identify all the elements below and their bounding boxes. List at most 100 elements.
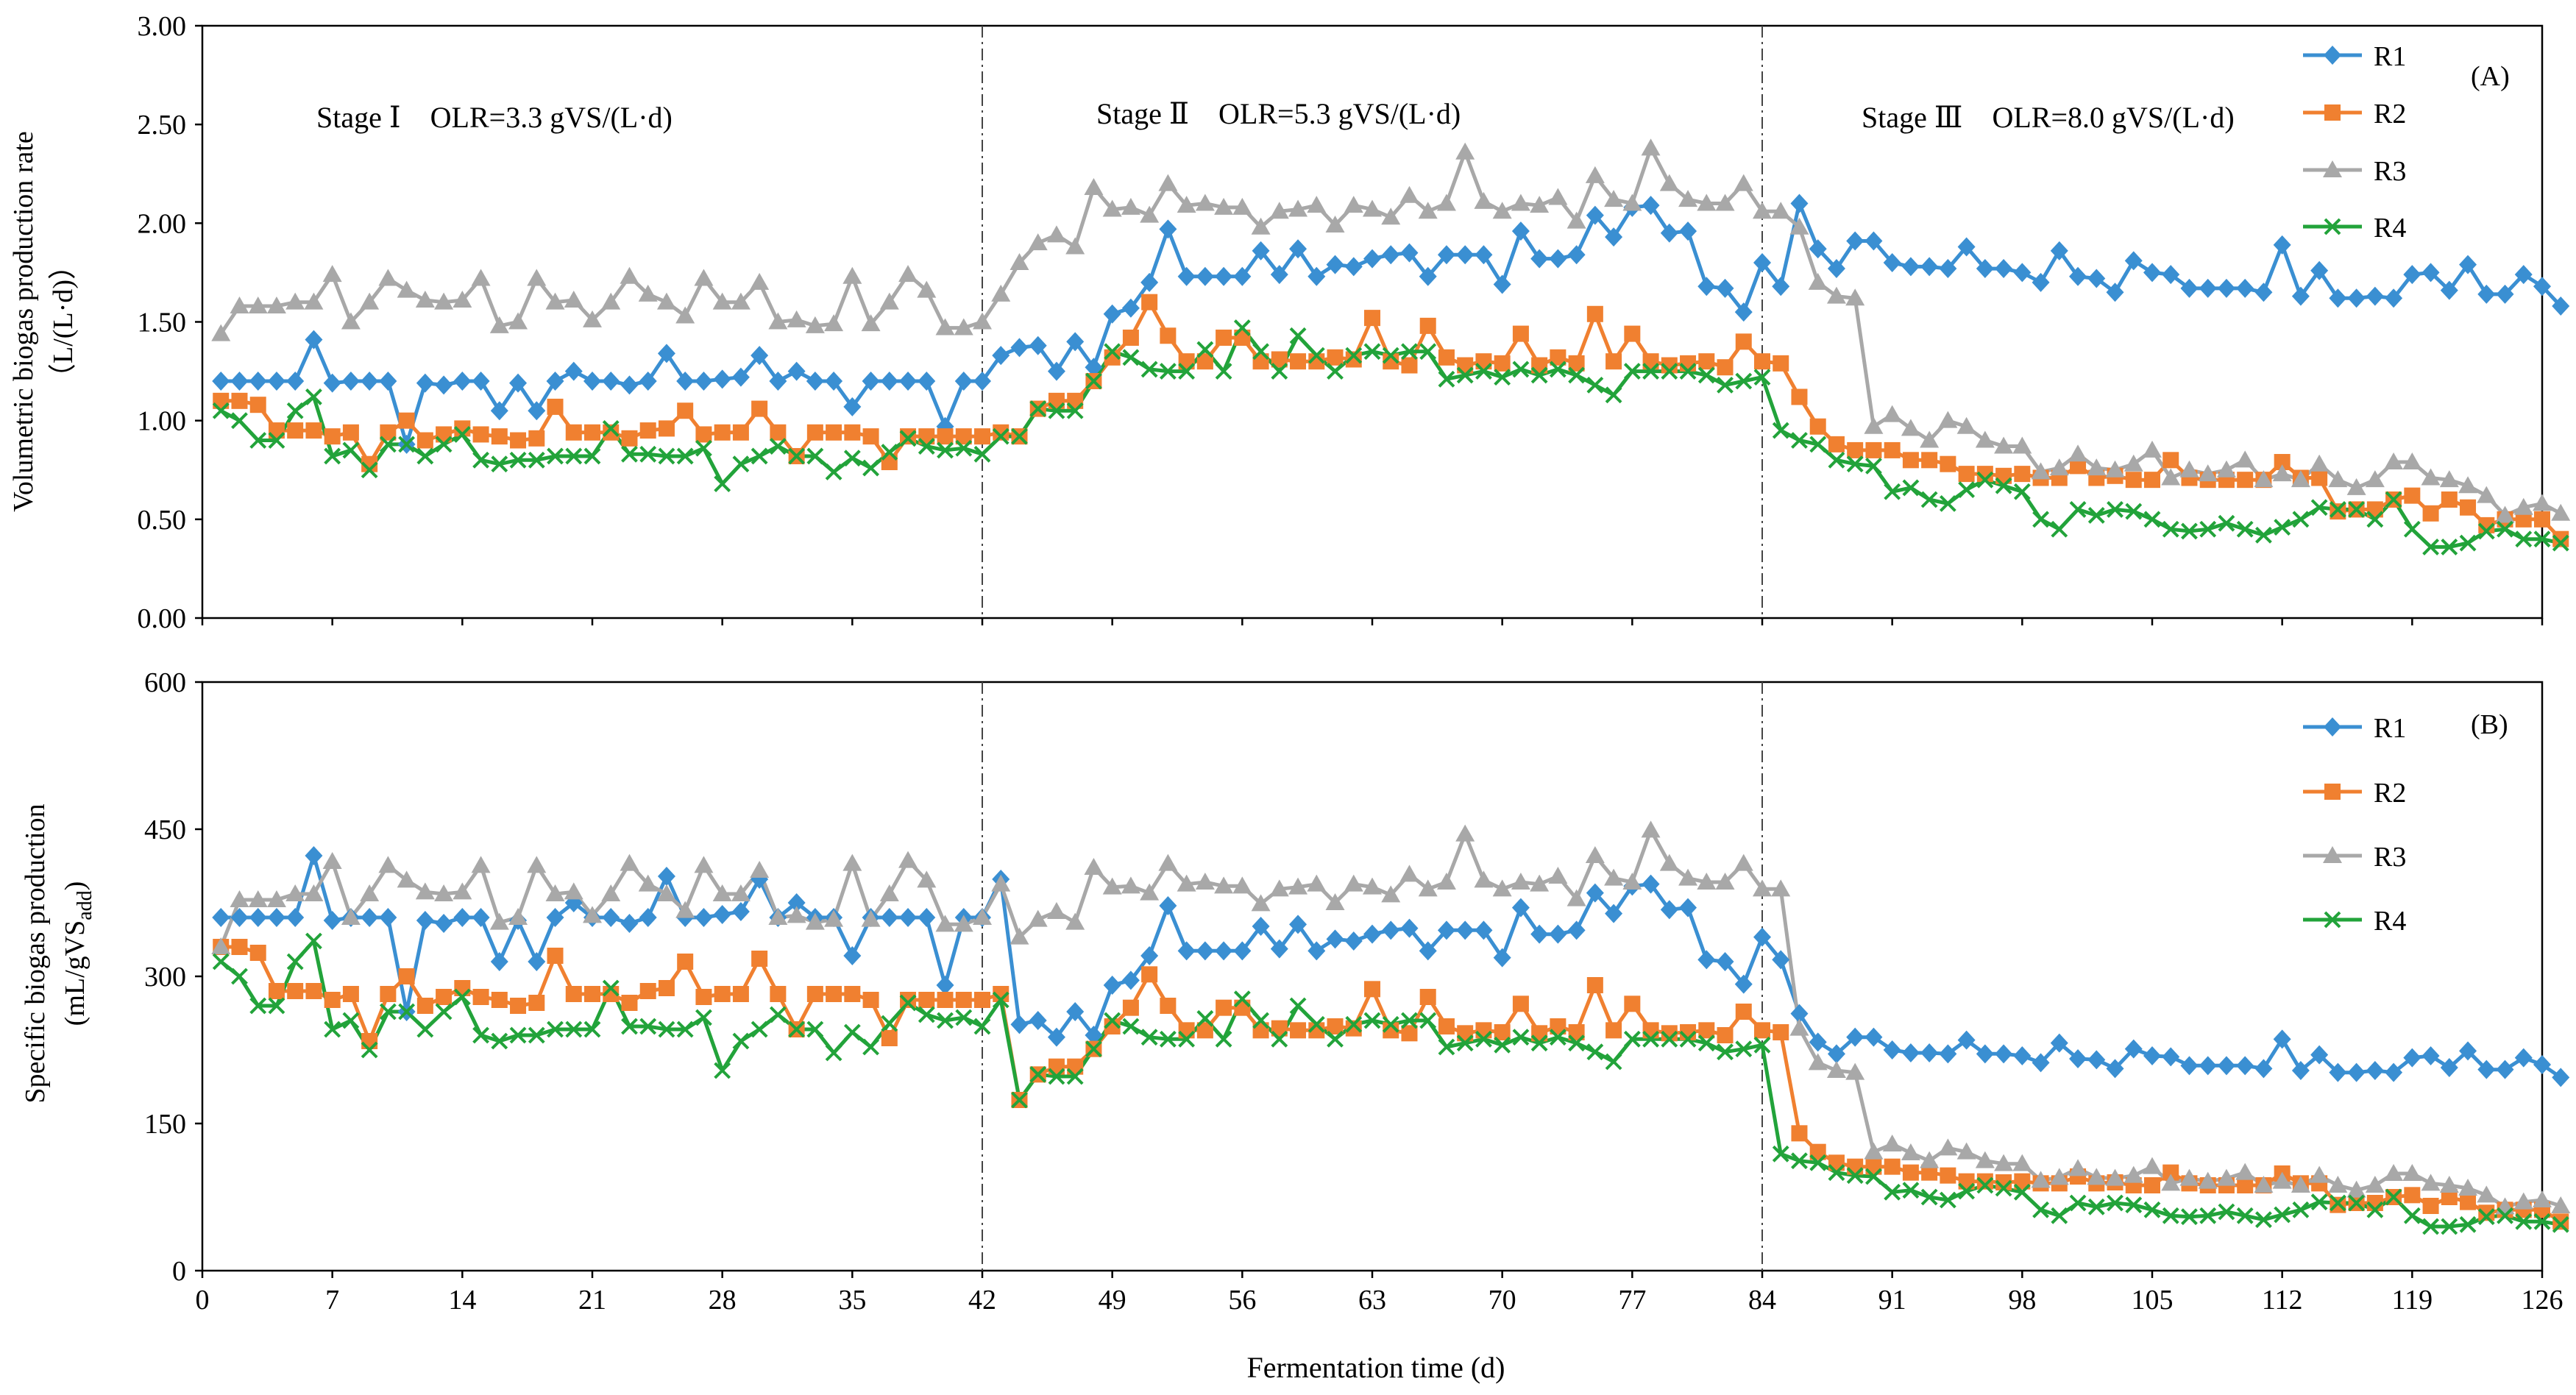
- panel-b-point-r1: [2552, 1068, 2570, 1087]
- panel-b-point-r4: [1920, 1188, 1938, 1206]
- panel-b-point-r3: [378, 856, 398, 873]
- panel-b-point-r3: [2533, 1190, 2552, 1207]
- panel-b-point-r2: [1327, 1018, 1344, 1034]
- panel-a-point-r3: [211, 324, 231, 341]
- panel-a-point-r3: [1214, 197, 1234, 215]
- panel-a-point-r1: [1010, 338, 1029, 358]
- panel-b-point-r3: [824, 909, 844, 927]
- panel-b-point-r4: [1029, 1065, 1047, 1083]
- panel-b-point-r4: [1475, 1030, 1492, 1048]
- panel-a-point-r1: [1976, 259, 1994, 279]
- panel-b-point-r3: [527, 856, 547, 873]
- panel-a-point-r2: [416, 432, 433, 449]
- panel-b-point-r3: [341, 908, 361, 925]
- panel-b-point-r4: [806, 1020, 824, 1038]
- panel-b-point-r1: [1400, 918, 1419, 938]
- panel-b-point-r3: [508, 908, 528, 925]
- panel-b-point-r3: [1530, 874, 1550, 892]
- panel-b-point-r3: [471, 856, 491, 873]
- panel-b-point-r3: [397, 870, 416, 888]
- panel-a-point-r3: [2143, 440, 2162, 458]
- panel-a-point-r4: [398, 436, 416, 453]
- panel-a-series-line-r3: [219, 146, 2562, 517]
- panel-a-point-r2: [547, 398, 564, 415]
- panel-b-point-r2: [2460, 1193, 2477, 1210]
- panel-b-point-r1: [416, 911, 434, 930]
- panel-b-point-r1: [2013, 1046, 2032, 1065]
- panel-a-point-r4: [955, 439, 973, 457]
- panel-b-point-r4: [2274, 1206, 2291, 1224]
- panel-b-point-r2: [1196, 1022, 1213, 1039]
- panel-a-point-r4: [1623, 363, 1641, 380]
- panel-a-point-r1: [1995, 259, 2013, 279]
- panel-a-point-r1: [1864, 231, 1883, 251]
- panel-a-point-r4: [491, 455, 508, 473]
- panel-b-point-r1: [1939, 1044, 1957, 1064]
- legend-b-label-r3: R3: [2374, 842, 2406, 873]
- panel-a-point-r4: [2107, 501, 2123, 518]
- panel-b-point-r3: [731, 884, 751, 901]
- panel-b-ytick-label: 450: [144, 814, 186, 845]
- legend-a-label-r4: R4: [2374, 213, 2406, 244]
- x-axis-title: Fermentation time (d): [1246, 1351, 1505, 1384]
- panel-b-point-r4: [732, 1032, 750, 1050]
- panel-a-point-r3: [2477, 486, 2497, 503]
- panel-a-point-r4: [1828, 451, 1845, 469]
- panel-b-point-r1: [472, 908, 490, 927]
- panel-b-point-r4: [714, 1062, 731, 1079]
- panel-a-point-r4: [695, 439, 712, 457]
- panel-a-ytick-label: 2.00: [138, 208, 187, 239]
- panel-a-point-r4: [1494, 369, 1511, 386]
- panel-b-point-r1: [2310, 1045, 2329, 1065]
- panel-a-point-r2: [2478, 517, 2495, 533]
- panel-a-point-r1: [2254, 283, 2273, 302]
- panel-a-point-r1: [1939, 259, 1957, 279]
- panel-b-point-r4: [1568, 1034, 1586, 1052]
- panel-a-point-r1: [2273, 235, 2291, 255]
- panel-b-point-r1: [1252, 917, 1270, 936]
- panel-a-point-r4: [2162, 520, 2179, 538]
- panel-a-point-r1: [2421, 263, 2440, 283]
- panel-a-point-r4: [1846, 455, 1864, 473]
- panel-a-point-r1: [1883, 253, 1901, 272]
- panel-b-point-r4: [583, 1020, 601, 1038]
- panel-a-point-r4: [268, 432, 285, 449]
- panel-b-point-r2: [993, 986, 1010, 1002]
- panel-a-point-r1: [713, 369, 731, 389]
- panel-a-point-r2: [231, 392, 248, 409]
- panel-a-point-r3: [1511, 194, 1530, 211]
- panel-b-point-r1: [1307, 941, 1326, 961]
- panel-a-point-r3: [304, 292, 324, 310]
- panel-b-point-r3: [545, 884, 565, 901]
- panel-a-point-r4: [1884, 483, 1901, 500]
- xtick-label: 70: [1489, 1285, 1516, 1316]
- panel-b-point-r3: [1251, 894, 1271, 912]
- panel-a-point-r2: [2125, 472, 2142, 489]
- panel-a-point-r2: [510, 432, 527, 449]
- panel-a-point-r4: [825, 464, 842, 480]
- panel-a-point-r4: [2348, 501, 2366, 518]
- panel-a-point-r3: [954, 318, 973, 336]
- panel-b-label: (B): [2471, 709, 2508, 740]
- panel-a-point-r3: [1269, 202, 1289, 219]
- panel-a-point-r3: [1641, 138, 1661, 156]
- panel-b-point-r3: [935, 915, 955, 932]
- panel-a-point-r4: [602, 419, 620, 437]
- panel-b-point-r4: [695, 1009, 712, 1026]
- panel-b-point-r3: [2439, 1176, 2459, 1193]
- panel-a-point-r2: [324, 428, 341, 445]
- panel-b-point-r1: [1382, 920, 1400, 940]
- panel-a-point-r3: [248, 297, 268, 314]
- panel-b-point-r1: [2477, 1059, 2496, 1079]
- panel-a-point-r2: [305, 422, 322, 439]
- panel-a-point-r2: [2515, 511, 2532, 528]
- panel-a-point-r3: [2161, 468, 2181, 486]
- panel-b-point-r4: [1679, 1030, 1697, 1048]
- panel-b-point-r4: [2348, 1194, 2366, 1212]
- panel-a-point-r3: [1344, 196, 1363, 213]
- panel-b-point-r2: [900, 992, 917, 1008]
- panel-a-point-r1: [2477, 284, 2496, 304]
- panel-b-point-r4: [2366, 1201, 2384, 1218]
- legend-marker-r2: [2324, 784, 2341, 800]
- panel-a-point-r3: [266, 297, 286, 314]
